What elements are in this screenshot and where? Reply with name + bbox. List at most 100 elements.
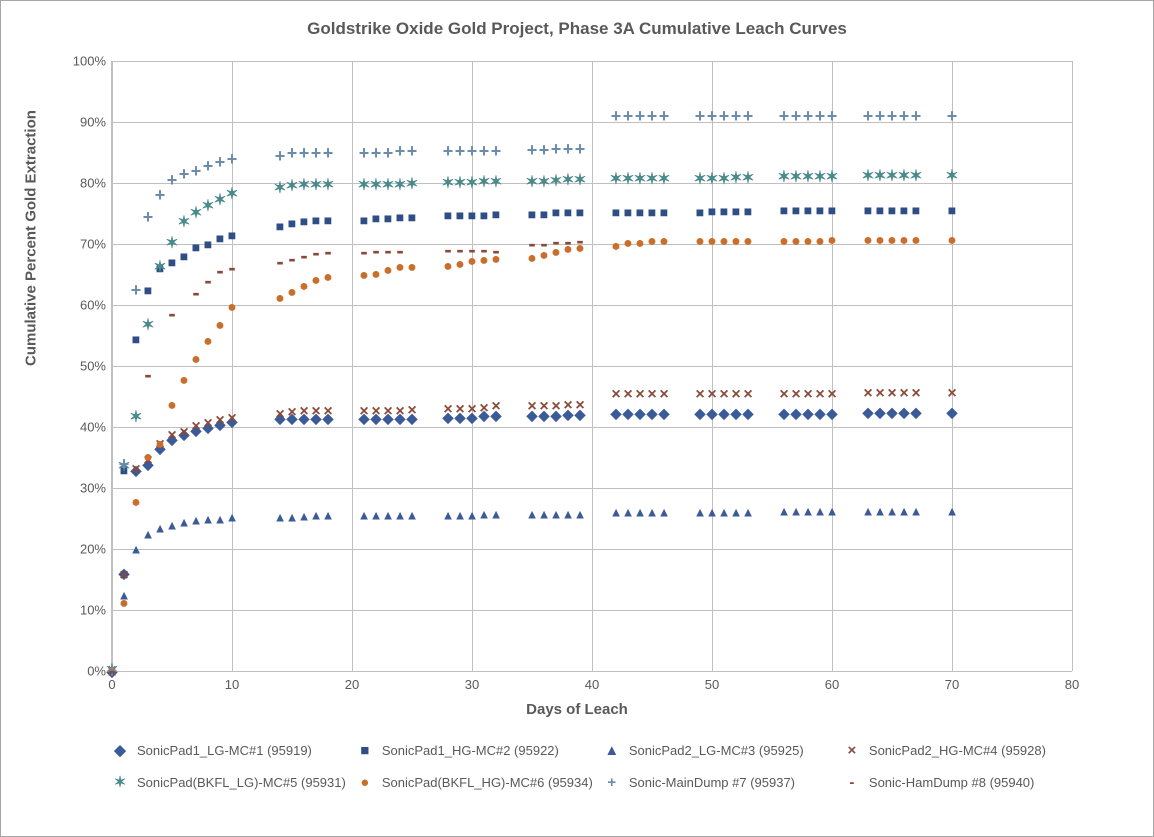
- marker-s6: ●: [131, 495, 141, 511]
- legend-marker-s5: ✶: [111, 773, 129, 791]
- marker-s1: ◆: [659, 406, 670, 420]
- marker-s4: ×: [119, 568, 128, 584]
- marker-s2: ■: [192, 240, 200, 254]
- marker-s5: ✶: [489, 175, 502, 191]
- marker-s2: ■: [132, 332, 140, 346]
- marker-s8: -: [228, 257, 235, 279]
- marker-s8: -: [372, 240, 379, 262]
- marker-s7: +: [623, 107, 634, 125]
- marker-s3: ▲: [358, 509, 371, 522]
- marker-s4: ×: [323, 404, 332, 420]
- marker-s3: ▲: [946, 504, 959, 517]
- marker-s1: ◆: [719, 406, 730, 420]
- marker-s7: +: [947, 107, 958, 125]
- marker-s7: +: [203, 157, 214, 175]
- marker-s3: ▲: [706, 506, 719, 519]
- legend-marker-s8: -: [843, 774, 861, 791]
- marker-s8: -: [540, 233, 547, 255]
- marker-s4: ×: [467, 402, 476, 418]
- marker-s6: ●: [299, 279, 309, 295]
- marker-s4: ×: [227, 411, 236, 427]
- marker-s1: ◆: [803, 406, 814, 420]
- marker-s1: ◆: [647, 406, 658, 420]
- marker-s8: -: [456, 239, 463, 261]
- marker-s4: ×: [491, 399, 500, 415]
- marker-s6: ●: [707, 234, 717, 250]
- legend-label: SonicPad1_LG-MC#1 (95919): [137, 743, 312, 758]
- marker-s7: +: [539, 141, 550, 159]
- marker-s2: ■: [708, 204, 716, 218]
- marker-s3: ▲: [370, 509, 383, 522]
- marker-s7: +: [899, 107, 910, 125]
- marker-s8: -: [144, 364, 151, 386]
- marker-s7: +: [155, 186, 166, 204]
- marker-s2: ■: [444, 208, 452, 222]
- marker-s1: ◆: [695, 406, 706, 420]
- marker-s4: ×: [455, 402, 464, 418]
- marker-s6: ●: [227, 300, 237, 316]
- legend-marker-s3: ▲: [603, 742, 621, 759]
- marker-s3: ▲: [166, 518, 179, 531]
- x-tick-label: 30: [465, 671, 479, 692]
- marker-s8: -: [216, 260, 223, 282]
- marker-s8: -: [468, 239, 475, 261]
- marker-s1: ◆: [635, 406, 646, 420]
- marker-s6: ●: [203, 334, 213, 350]
- marker-s6: ●: [407, 260, 417, 276]
- marker-s3: ▲: [202, 512, 215, 525]
- marker-s4: ×: [311, 404, 320, 420]
- marker-s3: ▲: [526, 508, 539, 521]
- marker-s4: ×: [563, 398, 572, 414]
- marker-s4: ×: [899, 386, 908, 402]
- chart-title: Goldstrike Oxide Gold Project, Phase 3A …: [1, 19, 1153, 39]
- marker-s8: -: [204, 270, 211, 292]
- marker-s6: ●: [803, 234, 813, 250]
- marker-s6: ●: [167, 398, 177, 414]
- marker-s6: ●: [275, 291, 285, 307]
- marker-s3: ▲: [322, 509, 335, 522]
- marker-s2: ■: [528, 207, 536, 221]
- marker-s6: ●: [371, 267, 381, 283]
- marker-s3: ▲: [214, 512, 227, 525]
- marker-s6: ●: [911, 233, 921, 249]
- marker-s6: ●: [383, 263, 393, 279]
- marker-s7: +: [179, 165, 190, 183]
- marker-s3: ▲: [778, 505, 791, 518]
- marker-s6: ●: [179, 373, 189, 389]
- marker-s3: ▲: [898, 504, 911, 517]
- marker-s4: ×: [527, 399, 536, 415]
- marker-s7: +: [887, 107, 898, 125]
- marker-s3: ▲: [490, 508, 503, 521]
- legend-item-s6: ●SonicPad(BKFL_HG)-MC#6 (95934): [356, 773, 593, 791]
- marker-s7: +: [227, 150, 238, 168]
- marker-s1: ◆: [623, 406, 634, 420]
- marker-s6: ●: [659, 234, 669, 250]
- marker-s4: ×: [659, 387, 668, 403]
- marker-s7: +: [719, 107, 730, 125]
- legend-marker-s2: ■: [356, 742, 374, 759]
- marker-s2: ■: [828, 203, 836, 217]
- marker-s3: ▲: [142, 527, 155, 540]
- marker-s4: ×: [371, 404, 380, 420]
- marker-s2: ■: [612, 205, 620, 219]
- marker-s2: ■: [816, 203, 824, 217]
- marker-s4: ×: [275, 407, 284, 423]
- marker-s4: ×: [791, 387, 800, 403]
- marker-s1: ◆: [887, 405, 898, 419]
- marker-s6: ●: [815, 234, 825, 250]
- marker-s2: ■: [864, 203, 872, 217]
- marker-s6: ●: [155, 437, 165, 453]
- marker-s8: -: [276, 251, 283, 273]
- marker-s7: +: [707, 107, 718, 125]
- marker-s8: -: [108, 660, 115, 682]
- marker-s2: ■: [288, 216, 296, 230]
- y-tick-label: 60%: [80, 298, 112, 313]
- marker-s8: -: [300, 245, 307, 267]
- marker-s4: ×: [215, 413, 224, 429]
- marker-s7: +: [131, 281, 142, 299]
- marker-s6: ●: [119, 596, 129, 612]
- legend-item-s8: -Sonic-HamDump #8 (95940): [843, 773, 1073, 791]
- marker-s2: ■: [792, 203, 800, 217]
- marker-s2: ■: [216, 231, 224, 245]
- y-tick-label: 30%: [80, 481, 112, 496]
